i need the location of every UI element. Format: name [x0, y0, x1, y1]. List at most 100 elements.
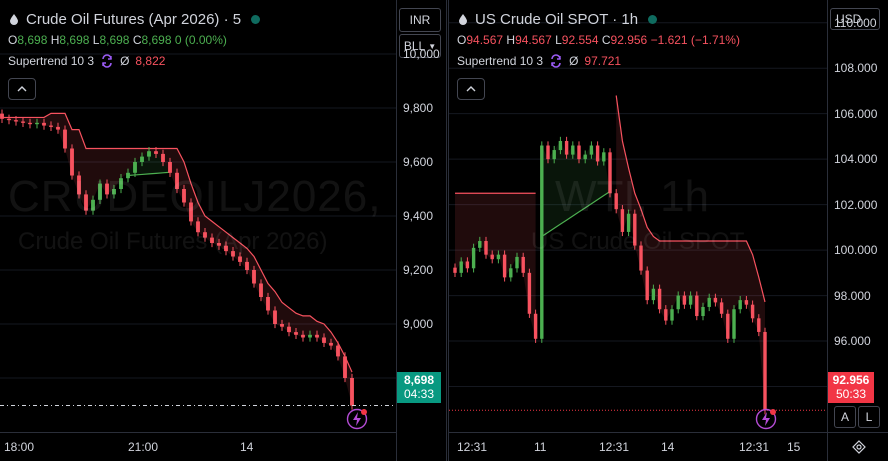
price-tick-label: 106.000 — [834, 106, 878, 121]
time-tick-label: 12:31 — [599, 440, 630, 454]
candle — [119, 174, 123, 194]
market-status-icon — [648, 14, 658, 24]
candle — [343, 352, 347, 383]
left-legend: Crude Oil Futures (Apr 2026) · 5 O8,698 … — [8, 8, 261, 68]
candle — [224, 241, 228, 256]
left-price-axis[interactable]: INR BLL ▼ 10,000 9,800 9,600 9,400 9,200 9,000… — [396, 0, 446, 461]
time-tick-label: 14 — [240, 440, 254, 454]
left-indicator-row[interactable]: Supertrend 10 3 Ø 8,822 — [8, 54, 260, 68]
right-ohlc: O94.567 H94.567 L92.554 C92.956 −1.621 (… — [457, 33, 740, 47]
auto-scale-button[interactable]: A — [834, 406, 856, 428]
candle — [471, 243, 476, 273]
candle — [713, 293, 718, 307]
candle — [287, 322, 291, 337]
candle — [564, 136, 569, 159]
settings-corner[interactable] — [827, 432, 888, 461]
candle — [56, 122, 60, 134]
candle — [259, 279, 263, 302]
price-tick-label: 98.000 — [834, 288, 871, 303]
currency-button[interactable]: USD — [830, 8, 880, 30]
candle — [273, 306, 277, 329]
candle — [453, 263, 457, 277]
time-tick-label: 18:00 — [4, 440, 35, 454]
candle — [126, 168, 130, 183]
indicator-value: 8,822 — [135, 54, 166, 68]
candle — [478, 236, 482, 252]
price-tick-label: 10,000 — [403, 47, 440, 61]
candle — [231, 246, 235, 261]
left-watermark-name: Crude Oil Futures (Apr 2026) — [18, 228, 328, 255]
right-indicator-row[interactable]: Supertrend 10 3 Ø 97.721 — [457, 54, 740, 68]
candle — [726, 309, 730, 343]
loop-icon — [102, 54, 112, 68]
right-watermark-symbol: WTI, 1h — [555, 172, 710, 221]
candle — [614, 189, 618, 214]
candle — [719, 298, 724, 318]
right-last-price-tag: 92.956 50:33 — [828, 372, 874, 403]
time-tick-label: 14 — [661, 440, 675, 454]
candle — [217, 238, 221, 250]
candle — [546, 141, 550, 164]
candle — [336, 341, 340, 361]
lightning-icon[interactable] — [346, 408, 368, 430]
supertrend-fill — [455, 193, 536, 339]
right-chart-title[interactable]: US Crude Oil SPOT · 1h — [475, 10, 639, 28]
candle — [602, 148, 606, 166]
candle — [707, 293, 711, 312]
collapse-legend-button[interactable] — [8, 78, 36, 100]
candle — [14, 116, 18, 126]
candle — [21, 117, 25, 127]
indicator-name: Supertrend 10 3 — [457, 54, 544, 68]
right-chart-plot[interactable] — [449, 0, 827, 432]
candle — [245, 257, 249, 275]
left-chart-pane[interactable]: CRUDEOILJ2026, 5 Crude Oil Futures (Apr … — [0, 0, 447, 461]
candle — [175, 168, 179, 194]
log-scale-button[interactable]: L — [858, 406, 880, 428]
candle — [28, 118, 32, 129]
candle — [701, 302, 705, 321]
right-legend: US Crude Oil SPOT · 1h O94.567 H94.567 L… — [457, 8, 740, 69]
candle — [676, 291, 680, 314]
candle — [670, 305, 674, 325]
candle — [620, 205, 625, 237]
candle — [294, 327, 298, 339]
candle — [315, 330, 319, 342]
supertrend-fill — [2, 113, 352, 406]
candle — [527, 268, 532, 318]
candle — [301, 330, 305, 342]
candle — [688, 291, 693, 309]
indicator-symbol: Ø — [120, 54, 130, 68]
candle — [91, 195, 95, 215]
candle — [105, 179, 109, 199]
right-time-axis[interactable]: 12:31 11 12:31 14 12:31 15 — [449, 432, 827, 461]
currency-button[interactable]: INR — [399, 8, 441, 32]
lightning-icon[interactable] — [755, 408, 777, 430]
candle — [70, 144, 74, 180]
candle — [577, 141, 581, 164]
price-tick-label: 96.000 — [834, 334, 871, 349]
candle — [589, 141, 594, 159]
candle — [490, 250, 494, 264]
candle — [558, 136, 563, 155]
candle — [571, 141, 575, 159]
left-time-axis[interactable]: 18:00 21:00 14 — [0, 432, 396, 461]
candle — [608, 148, 612, 198]
collapse-legend-button[interactable] — [457, 78, 485, 100]
left-ohlc: O8,698 H8,698 L8,698 C8,698 0 (0.00%) — [8, 33, 227, 47]
candle — [533, 309, 538, 343]
price-tick-label: 9,800 — [403, 101, 434, 115]
candle — [515, 252, 519, 273]
left-chart-plot[interactable] — [0, 0, 396, 432]
candle — [732, 305, 736, 343]
candle — [496, 250, 501, 264]
right-chart-pane[interactable]: WTI, 1h US Crude Oil SPOT US Crude Oil S… — [448, 0, 888, 461]
left-chart-title[interactable]: Crude Oil Futures (Apr 2026) · 5 — [26, 10, 242, 28]
supertrend-line — [615, 95, 766, 303]
unit-button[interactable]: BLL ▼ — [399, 34, 441, 58]
left-watermark-symbol: CRUDEOILJ2026, 5 — [8, 172, 421, 221]
indicator-value: 97.721 — [584, 54, 622, 68]
right-price-axis[interactable]: USD 110.000 108.000 106.000 104.000 102.000 1… — [827, 0, 888, 461]
candle — [664, 305, 668, 325]
candle — [133, 157, 137, 177]
time-tick-label: 12:31 — [457, 440, 488, 454]
